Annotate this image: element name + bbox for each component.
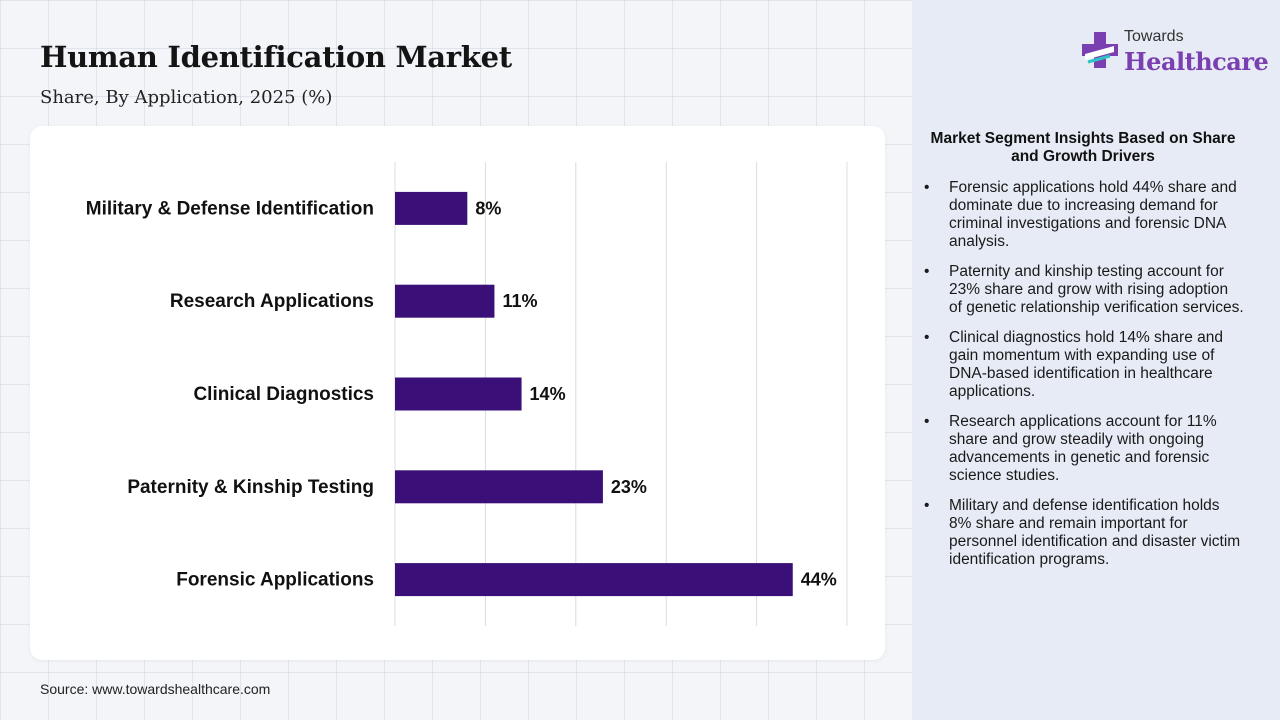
insight-text: Paternity and kinship testing account fo… <box>949 263 1244 316</box>
bullet-icon: • <box>924 497 929 515</box>
category-label: Forensic Applications <box>176 570 374 591</box>
value-label: 11% <box>502 291 537 311</box>
bar <box>395 470 603 503</box>
page-subtitle: Share, By Application, 2025 (%) <box>40 87 332 108</box>
value-label: 8% <box>475 198 501 218</box>
page-title: Human Identification Market <box>40 40 512 74</box>
insight-text: Clinical diagnostics hold 14% share and … <box>949 329 1223 400</box>
insight-item: • Research applications account for 11% s… <box>924 413 1244 485</box>
chart-card: Military & Defense Identification 8% Resea… <box>30 126 885 660</box>
bar <box>395 285 494 318</box>
bullet-icon: • <box>924 329 929 347</box>
logo-top-text: Towards <box>1124 28 1184 46</box>
bar <box>395 192 467 225</box>
bullet-icon: • <box>924 413 929 431</box>
value-label: 14% <box>530 384 566 404</box>
value-label: 44% <box>801 570 837 590</box>
bar <box>395 563 793 596</box>
insight-text: Research applications account for 11% sh… <box>949 413 1217 484</box>
insight-text: Military and defense identification hold… <box>949 497 1240 568</box>
insights-title: Market Segment Insights Based on Share a… <box>928 130 1238 166</box>
category-label: Research Applications <box>170 291 374 312</box>
brand-logo: Towards Healthcare <box>1080 28 1260 78</box>
category-label: Paternity & Kinship Testing <box>127 477 374 498</box>
category-label: Clinical Diagnostics <box>193 384 374 405</box>
bar <box>395 378 522 411</box>
logo-main-text: Healthcare <box>1124 47 1268 76</box>
insight-item: • Clinical diagnostics hold 14% share and… <box>924 329 1244 401</box>
value-label: 23% <box>611 477 647 497</box>
insights-list: • Forensic applications hold 44% share an… <box>924 179 1244 581</box>
insight-item: • Forensic applications hold 44% share an… <box>924 179 1244 251</box>
source-note: Source: www.towardshealthcare.com <box>40 681 270 697</box>
insight-item: • Military and defense identification hol… <box>924 497 1244 569</box>
bullet-icon: • <box>924 179 929 197</box>
insight-item: • Paternity and kinship testing account f… <box>924 263 1244 317</box>
category-label: Military & Defense Identification <box>86 198 374 219</box>
bullet-icon: • <box>924 263 929 281</box>
bar-chart: Military & Defense Identification 8% Resea… <box>30 126 885 660</box>
medical-cross-icon <box>1080 30 1120 74</box>
insight-text: Forensic applications hold 44% share and… <box>949 179 1237 250</box>
